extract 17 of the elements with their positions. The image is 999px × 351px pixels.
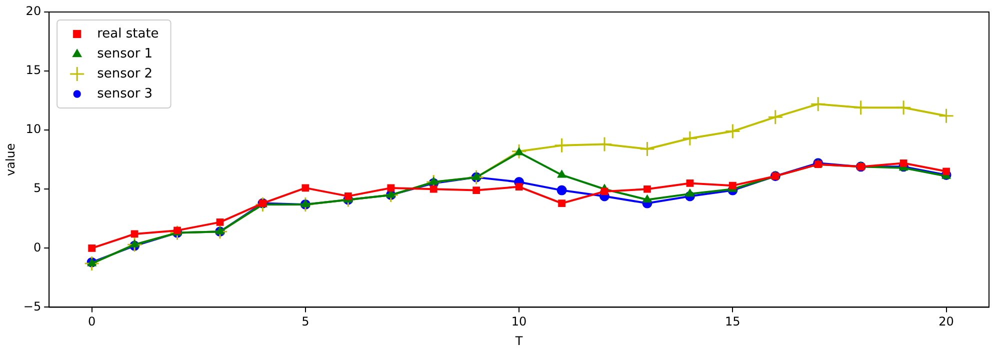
y-tick-label: 20 <box>26 4 42 18</box>
y-tick-label: 15 <box>26 63 42 78</box>
legend-label: sensor 2 <box>97 66 153 82</box>
legend-label: real state <box>97 26 159 42</box>
legend-label: sensor 1 <box>97 46 153 62</box>
x-tick-label: 10 <box>511 314 527 329</box>
y-tick-label: 10 <box>26 122 42 136</box>
x-tick-label: 15 <box>725 314 740 329</box>
legend-label: sensor 3 <box>97 86 153 102</box>
x-tick-label: 5 <box>302 314 310 329</box>
x-tick-label: 20 <box>938 314 954 329</box>
y-axis-title: value <box>3 143 18 176</box>
y-tick-label: 5 <box>33 181 42 196</box>
y-tick-label: −5 <box>23 299 42 314</box>
x-tick-label: 0 <box>88 314 96 329</box>
x-axis-title: T <box>514 334 524 348</box>
y-tick-label: 0 <box>33 240 42 254</box>
